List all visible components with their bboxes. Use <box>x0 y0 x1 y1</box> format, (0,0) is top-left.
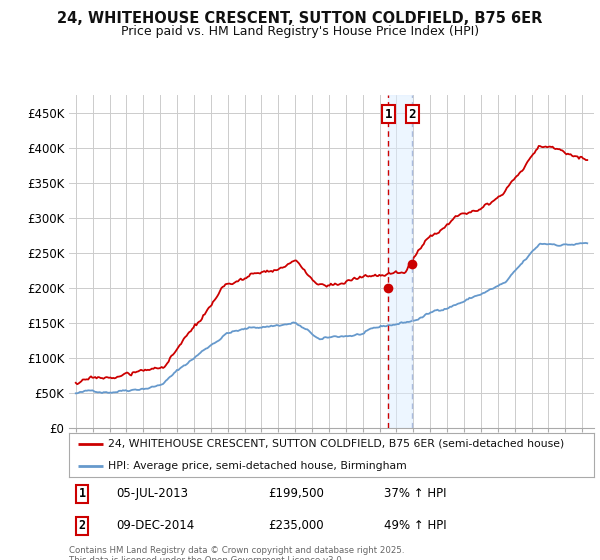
Text: HPI: Average price, semi-detached house, Birmingham: HPI: Average price, semi-detached house,… <box>109 461 407 471</box>
Text: 09-DEC-2014: 09-DEC-2014 <box>116 519 194 533</box>
Text: 05-JUL-2013: 05-JUL-2013 <box>116 487 188 500</box>
Text: 2: 2 <box>409 108 416 120</box>
Text: Contains HM Land Registry data © Crown copyright and database right 2025.
This d: Contains HM Land Registry data © Crown c… <box>69 546 404 560</box>
Text: 24, WHITEHOUSE CRESCENT, SUTTON COLDFIELD, B75 6ER (semi-detached house): 24, WHITEHOUSE CRESCENT, SUTTON COLDFIEL… <box>109 439 565 449</box>
Text: 2: 2 <box>79 519 86 533</box>
Text: £199,500: £199,500 <box>269 487 325 500</box>
Text: 1: 1 <box>385 108 392 120</box>
Text: Price paid vs. HM Land Registry's House Price Index (HPI): Price paid vs. HM Land Registry's House … <box>121 25 479 38</box>
Text: 24, WHITEHOUSE CRESCENT, SUTTON COLDFIELD, B75 6ER: 24, WHITEHOUSE CRESCENT, SUTTON COLDFIEL… <box>58 11 542 26</box>
Text: 49% ↑ HPI: 49% ↑ HPI <box>384 519 446 533</box>
Text: £235,000: £235,000 <box>269 519 324 533</box>
Text: 1: 1 <box>79 487 86 500</box>
Text: 37% ↑ HPI: 37% ↑ HPI <box>384 487 446 500</box>
Bar <box>388 95 412 428</box>
